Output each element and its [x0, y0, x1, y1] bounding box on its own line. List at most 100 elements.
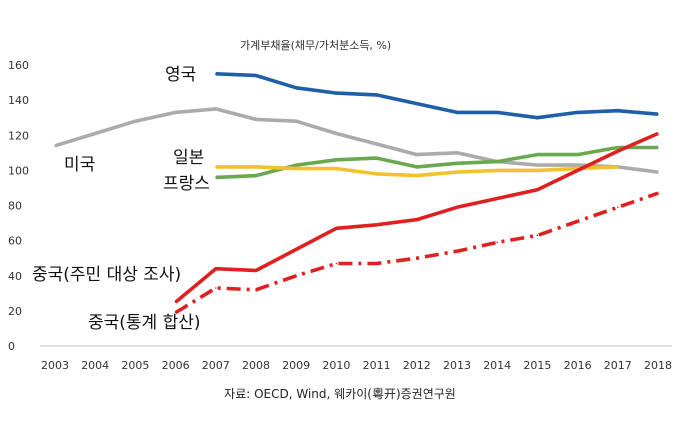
data-point	[375, 173, 378, 175]
y-tick-label: 0	[8, 340, 15, 353]
data-point	[456, 171, 458, 173]
data-point	[255, 166, 257, 168]
y-axis: 0 20 40 60 80 100 120 140 160	[8, 59, 29, 353]
x-tick-label: 2008	[242, 359, 270, 372]
data-point	[657, 171, 659, 173]
data-point	[576, 153, 579, 156]
x-tick-label: 2018	[644, 359, 672, 372]
series-1	[54, 107, 659, 174]
data-point	[255, 269, 257, 272]
data-point	[617, 206, 619, 209]
data-point	[536, 169, 539, 172]
x-tick-label: 2009	[282, 359, 310, 372]
data-point	[496, 169, 499, 172]
series-0	[215, 72, 659, 120]
series-layer	[54, 72, 659, 315]
series-line	[54, 107, 659, 174]
data-point	[255, 118, 257, 121]
data-point	[456, 162, 458, 165]
x-tick-label: 2011	[363, 359, 391, 372]
data-point	[295, 274, 298, 277]
x-tick-label: 2012	[403, 359, 431, 372]
x-tick-label: 2015	[523, 359, 551, 372]
y-tick-label: 40	[8, 270, 22, 283]
data-point	[375, 143, 378, 145]
x-tick-label: 2007	[202, 359, 230, 372]
data-point	[657, 132, 659, 135]
data-point	[496, 111, 499, 114]
data-point	[335, 227, 338, 230]
data-point	[375, 94, 378, 96]
data-point	[295, 120, 298, 122]
data-point	[215, 176, 217, 179]
x-tick-label: 2006	[162, 359, 190, 372]
data-point	[335, 132, 338, 135]
series-4	[174, 131, 659, 304]
x-tick-label: 2005	[121, 359, 149, 372]
series-label: 프랑스	[163, 174, 210, 194]
data-point	[215, 166, 217, 168]
data-point	[496, 160, 499, 163]
data-point	[174, 111, 177, 114]
data-point	[295, 87, 298, 89]
data-point	[215, 287, 217, 289]
unit-label: 가계부채율(채무/가처분소득, %)	[240, 39, 391, 52]
data-point	[456, 152, 458, 154]
y-tick-label: 160	[8, 59, 29, 72]
data-point	[576, 164, 579, 166]
data-point	[54, 144, 56, 147]
data-point	[536, 153, 539, 156]
y-tick-label: 60	[8, 235, 22, 248]
data-point	[496, 197, 499, 200]
x-axis: 2003 2004 2005 2006 2007 2008 2009 2010 2011 2012…	[41, 359, 672, 372]
data-point	[295, 164, 298, 166]
data-point	[576, 169, 579, 172]
x-tick-label: 2010	[322, 359, 350, 372]
series-label: 영국	[165, 65, 196, 85]
data-point	[456, 206, 458, 209]
source-note: 자료: OECD, Wind, 웨카이(粵开)증권연구원	[224, 387, 456, 401]
data-point	[94, 132, 96, 135]
data-point	[536, 188, 539, 191]
y-tick-label: 140	[8, 94, 29, 107]
y-tick-label: 120	[8, 129, 29, 142]
x-tick-label: 2016	[564, 359, 592, 372]
data-point	[335, 167, 338, 170]
data-point	[416, 166, 418, 168]
data-point	[375, 157, 378, 159]
series-label: 일본	[173, 148, 204, 168]
series-line	[215, 72, 659, 120]
x-tick-label: 2017	[604, 359, 632, 372]
data-point	[456, 250, 458, 252]
data-point	[657, 146, 659, 149]
x-tick-label: 2004	[81, 359, 109, 372]
data-point	[416, 174, 418, 177]
data-point	[416, 218, 418, 221]
data-point	[134, 120, 137, 122]
data-point	[335, 159, 338, 161]
data-point	[617, 109, 619, 112]
series-label: 중국(주민 대상 조사)	[32, 265, 181, 285]
data-point	[657, 192, 659, 195]
x-tick-label: 2003	[41, 359, 69, 372]
data-point	[295, 248, 298, 251]
data-point	[536, 164, 539, 166]
series-label: 중국(통계 합산)	[88, 313, 201, 333]
data-point	[416, 257, 418, 259]
data-point	[255, 289, 257, 291]
data-point	[576, 111, 579, 114]
data-point	[536, 116, 539, 119]
data-point	[617, 166, 619, 168]
data-point	[335, 262, 338, 265]
series-label: 미국	[64, 155, 95, 175]
data-point	[255, 174, 257, 177]
data-point	[416, 153, 418, 156]
x-tick-label: 2013	[443, 359, 471, 372]
series-line	[174, 191, 659, 315]
series-5	[174, 191, 659, 315]
y-tick-label: 80	[8, 200, 22, 213]
data-point	[375, 224, 378, 226]
data-point	[295, 167, 298, 170]
